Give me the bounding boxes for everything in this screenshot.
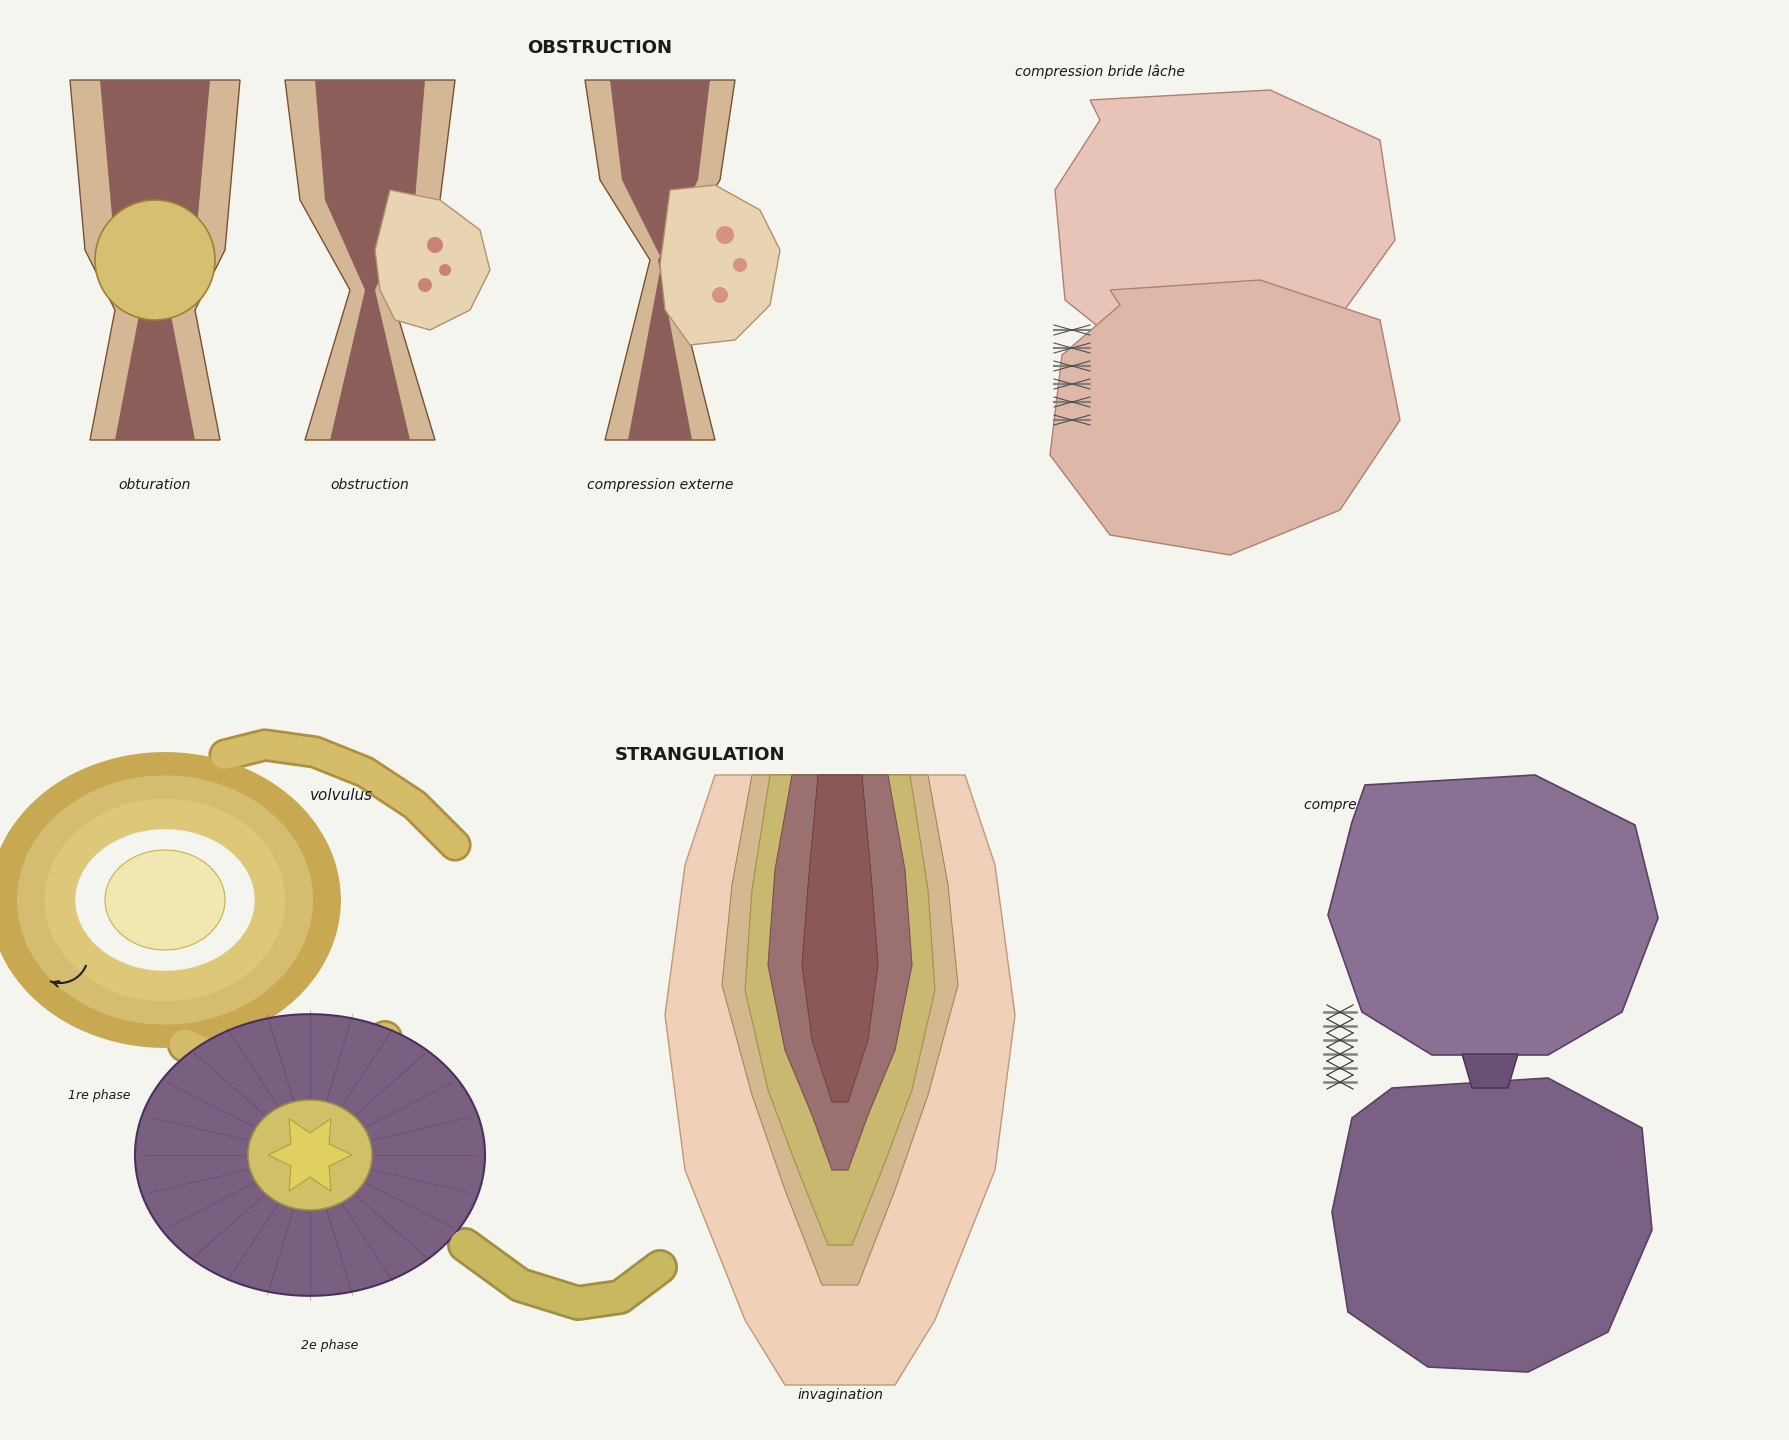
Text: invagination: invagination (796, 1388, 882, 1403)
Polygon shape (284, 81, 454, 441)
Circle shape (95, 200, 215, 320)
Polygon shape (249, 1100, 372, 1210)
Polygon shape (1054, 91, 1394, 370)
Text: 2e phase: 2e phase (301, 1339, 358, 1352)
Polygon shape (1050, 279, 1399, 554)
Circle shape (712, 287, 728, 302)
Polygon shape (666, 775, 1014, 1385)
Polygon shape (1331, 1079, 1651, 1372)
Polygon shape (744, 775, 934, 1246)
Polygon shape (268, 1119, 352, 1191)
Text: volvulus: volvulus (309, 788, 372, 802)
Text: obturation: obturation (118, 478, 191, 492)
Polygon shape (134, 1014, 485, 1296)
Text: STRANGULATION: STRANGULATION (614, 746, 785, 765)
Circle shape (428, 238, 442, 253)
Circle shape (438, 264, 451, 276)
Circle shape (419, 278, 431, 292)
Text: compression externe: compression externe (587, 478, 733, 492)
Polygon shape (721, 775, 957, 1284)
Polygon shape (660, 184, 780, 346)
Text: compression bride lâche: compression bride lâche (1014, 65, 1184, 79)
Polygon shape (106, 850, 225, 950)
Polygon shape (70, 81, 240, 441)
Polygon shape (801, 775, 878, 1102)
Text: OBSTRUCTION: OBSTRUCTION (528, 39, 673, 58)
Polygon shape (374, 190, 490, 330)
Text: 1re phase: 1re phase (68, 1089, 131, 1102)
Polygon shape (1327, 775, 1657, 1056)
Polygon shape (610, 81, 710, 441)
Polygon shape (585, 81, 735, 441)
Circle shape (732, 258, 746, 272)
Polygon shape (767, 775, 911, 1169)
Text: obstruction: obstruction (331, 478, 410, 492)
Text: compression  bride serrée: compression bride serrée (1304, 798, 1485, 812)
Polygon shape (1462, 1054, 1517, 1089)
Polygon shape (100, 81, 209, 441)
Polygon shape (315, 81, 424, 441)
Circle shape (716, 226, 733, 243)
